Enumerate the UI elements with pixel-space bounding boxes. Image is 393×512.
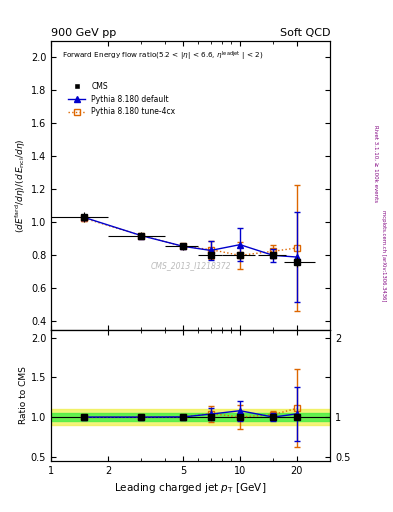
Text: CMS_2013_I1218372: CMS_2013_I1218372 — [151, 262, 231, 271]
Bar — [51, 413, 330, 421]
Text: Rivet 3.1.10, ≥ 100k events: Rivet 3.1.10, ≥ 100k events — [373, 125, 378, 202]
Bar — [51, 409, 330, 425]
X-axis label: Leading charged jet $p_\mathrm{T}$ [GeV]: Leading charged jet $p_\mathrm{T}$ [GeV] — [114, 481, 267, 495]
Y-axis label: $(dE^\mathrm{fard}/d\eta)/(d\,E_\mathrm{ncl}/d\eta)$: $(dE^\mathrm{fard}/d\eta)/(d\,E_\mathrm{… — [14, 138, 28, 232]
Text: Soft QCD: Soft QCD — [280, 28, 330, 38]
Legend: CMS, Pythia 8.180 default, Pythia 8.180 tune-4cx: CMS, Pythia 8.180 default, Pythia 8.180 … — [66, 79, 178, 119]
Y-axis label: Ratio to CMS: Ratio to CMS — [19, 366, 28, 424]
Text: 900 GeV pp: 900 GeV pp — [51, 28, 116, 38]
Text: Forward Energy flow ratio(5.2 < $|\eta|$ < 6.6, $\eta^\mathrm{leadjet}$ | < 2): Forward Energy flow ratio(5.2 < $|\eta|$… — [62, 50, 264, 63]
Text: mcplots.cern.ch [arXiv:1306.3436]: mcplots.cern.ch [arXiv:1306.3436] — [381, 210, 386, 302]
